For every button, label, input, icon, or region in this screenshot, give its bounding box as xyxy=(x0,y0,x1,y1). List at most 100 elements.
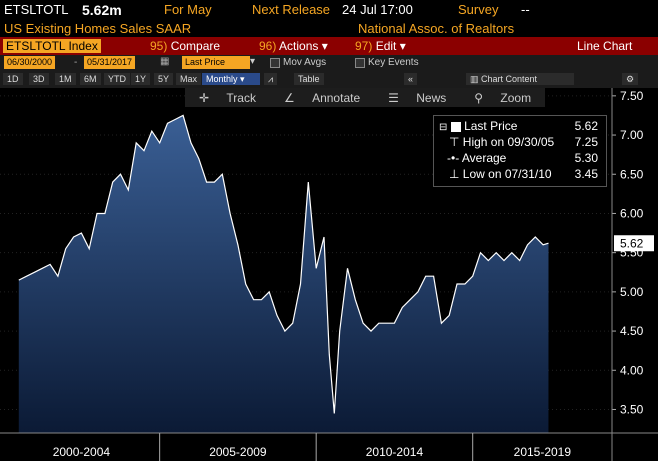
period-button-5y[interactable]: 5Y xyxy=(154,73,174,85)
chart-content-button[interactable]: ▥ Chart Content xyxy=(466,73,574,85)
track-label: Track xyxy=(226,90,256,105)
y-axis-panel xyxy=(612,88,658,461)
edit-label: Edit xyxy=(375,39,397,53)
track-tool[interactable]: ✛ Track xyxy=(192,91,263,105)
y-tick-label: 6.00 xyxy=(620,206,644,220)
low-marker-icon: ⊥ xyxy=(449,167,460,181)
y-tick-label: 7.50 xyxy=(620,89,644,103)
x-period-label: 2005-2009 xyxy=(209,445,267,459)
chart-content-label: Chart Content xyxy=(481,74,538,84)
collapse-icon[interactable]: ⊟ xyxy=(439,122,448,133)
frequency-select[interactable]: Monthly ▾ xyxy=(202,73,260,85)
period-button-ytd[interactable]: YTD xyxy=(104,73,130,85)
edit-menu[interactable]: 97) Edit ▾ xyxy=(355,39,406,53)
next-release-value: 24 Jul 17:00 xyxy=(342,2,413,17)
period-label: For May xyxy=(164,2,212,17)
zoom-label: Zoom xyxy=(500,90,532,105)
legend-avg-label: Average xyxy=(461,151,507,165)
survey-label: Survey xyxy=(458,2,499,17)
start-date-field[interactable]: 06/30/2000 xyxy=(4,56,56,69)
legend-low: ⊥ Low on 07/31/10 3.45 xyxy=(439,167,604,181)
period-button-3d[interactable]: 3D xyxy=(29,73,49,85)
pencil-icon: ∠ xyxy=(283,90,295,105)
x-period-label: 2000-2004 xyxy=(53,445,111,459)
key-events-label: Key Events xyxy=(368,57,419,68)
period-button-1y[interactable]: 1Y xyxy=(131,73,151,85)
legend-avg-value: 5.30 xyxy=(574,151,598,165)
news-label: News xyxy=(416,90,447,105)
compare-menu[interactable]: 95) Compare xyxy=(150,39,220,53)
edit-num: 97) xyxy=(355,39,373,53)
table-button[interactable]: Table xyxy=(294,73,324,85)
ticker: ETSLTOTL xyxy=(4,2,69,17)
actions-label: Actions xyxy=(279,39,319,53)
zoom-tool[interactable]: ⚲ Zoom xyxy=(467,91,538,105)
x-axis: 2000-2004 2005-2009 2010-2014 2015-2019 xyxy=(0,432,658,461)
chart-content-icon: ▥ xyxy=(470,74,479,84)
legend-last-label: Last Price xyxy=(464,119,518,133)
y-tick-label: 4.50 xyxy=(620,324,644,338)
y-axis: 7.507.006.506.005.505.004.504.003.505.62 xyxy=(611,88,654,461)
compare-label: Compare xyxy=(170,39,221,53)
period-row: 1D 3D 1M 6M YTD 1Y 5Y Max Monthly ▾ ⩘ Ta… xyxy=(0,71,658,88)
compare-num: 95) xyxy=(150,39,168,53)
legend-last-price: ⊟ Last Price 5.62 xyxy=(439,119,604,133)
legend-box[interactable]: ⊟ Last Price 5.62 ⊤ High on 09/30/05 7.2… xyxy=(433,115,607,187)
series-description: US Existing Homes Sales SAAR xyxy=(4,21,192,36)
legend-last-value: 5.62 xyxy=(574,119,598,133)
actions-menu[interactable]: 96) Actions ▾ xyxy=(259,39,328,53)
frequency-label: Monthly xyxy=(206,74,238,84)
edit-dropdown-icon: ▾ xyxy=(399,39,406,53)
view-label[interactable]: Line Chart xyxy=(577,39,633,53)
price-field-select[interactable]: Last Price xyxy=(182,56,250,69)
news-icon: ☰ xyxy=(388,90,399,105)
y-tick-label: 6.50 xyxy=(620,167,644,181)
y-tick-label: 4.00 xyxy=(620,363,644,377)
next-release-label: Next Release xyxy=(252,2,331,17)
period-button-1d[interactable]: 1D xyxy=(3,73,23,85)
y-tick-label: 7.00 xyxy=(620,128,644,142)
controls-row: 06/30/2000 - 05/31/2017 ▦ Last Price ▾ M… xyxy=(0,55,658,71)
high-marker-icon: ⊤ xyxy=(449,135,460,149)
key-events-checkbox[interactable] xyxy=(355,58,365,68)
chart-type-icon[interactable]: ⩘ xyxy=(264,73,278,85)
annotate-tool[interactable]: ∠ Annotate xyxy=(277,91,367,105)
header-row: ETSLTOTL 5.62m For May Next Release 24 J… xyxy=(0,0,658,19)
price-field-dropdown-icon[interactable]: ▾ xyxy=(250,56,256,67)
area-series xyxy=(18,114,549,434)
crosshair-icon: ✛ xyxy=(199,90,210,105)
mov-avgs-label: Mov Avgs xyxy=(283,57,327,68)
mov-avgs-checkbox[interactable] xyxy=(270,58,280,68)
legend-high: ⊤ High on 09/30/05 7.25 xyxy=(439,135,604,149)
period-button-max[interactable]: Max xyxy=(176,73,202,85)
security-field[interactable]: ETSLTOTL Index xyxy=(3,39,101,53)
y-tick-label: 3.50 xyxy=(620,402,644,416)
x-period-label: 2010-2014 xyxy=(366,445,424,459)
last-price: 5.62m xyxy=(82,2,122,18)
legend-high-label: High on 09/30/05 xyxy=(462,135,555,149)
annotate-label: Annotate xyxy=(312,90,361,105)
date-separator: - xyxy=(74,57,78,68)
menu-bar: ETSLTOTL Index 95) Compare 96) Actions ▾… xyxy=(0,37,658,55)
legend-average: -•- Average 5.30 xyxy=(439,151,604,165)
legend-low-label: Low on 07/31/10 xyxy=(462,167,552,181)
series-swatch xyxy=(450,121,461,132)
collapse-button[interactable]: « xyxy=(404,73,418,85)
legend-low-value: 3.45 xyxy=(574,167,598,181)
magnifier-icon: ⚲ xyxy=(474,90,484,105)
y-tick-label: 5.00 xyxy=(620,285,644,299)
source-label: National Assoc. of Realtors xyxy=(358,21,515,36)
area-fill xyxy=(18,115,549,434)
average-marker-icon: -•- xyxy=(447,151,460,165)
period-button-1m[interactable]: 1M xyxy=(55,73,76,85)
settings-icon[interactable]: ⚙ xyxy=(622,73,639,85)
end-date-field[interactable]: 05/31/2017 xyxy=(84,56,136,69)
series-line xyxy=(18,114,549,414)
calendar-icon[interactable]: ▦ xyxy=(160,56,170,67)
survey-value: -- xyxy=(521,2,530,17)
actions-dropdown-icon: ▾ xyxy=(321,39,328,53)
news-tool[interactable]: ☰ News xyxy=(381,91,453,105)
last-value-label: 5.62 xyxy=(620,236,644,250)
description-row: US Existing Homes Sales SAAR National As… xyxy=(0,19,658,37)
period-button-6m[interactable]: 6M xyxy=(80,73,101,85)
